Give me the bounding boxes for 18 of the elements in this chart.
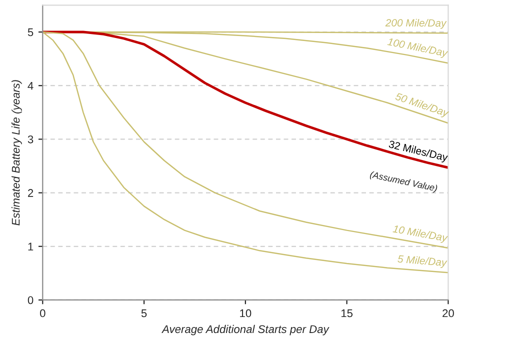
series-label: 5 Mile/Day [397,254,448,268]
text: 10 Mile/Day [392,224,448,244]
x-tick-label: 0 [40,309,46,318]
x-tick-label: 20 [442,309,454,318]
x-tick-label: 5 [141,309,147,318]
y-tick-label: 3 [28,135,34,144]
y-tick-label: 4 [28,82,34,90]
y-axis-title: Estimated Battery Life (years) [12,80,22,226]
y-tick-label: 0 [28,296,34,304]
series-label: 200 Mile/Day [385,18,447,29]
text: 100 Mile/Day [386,38,449,59]
y-tick-label: 5 [28,28,34,36]
y-tick-label: 1 [28,242,34,250]
x-axis-title: Average Additional Starts per Day [162,324,330,336]
annotation: (Assumed Value) [369,170,438,194]
x-tick-label: 10 [240,309,252,318]
x-tick-label: 15 [341,309,353,318]
y-tick-label: 2 [28,189,34,197]
